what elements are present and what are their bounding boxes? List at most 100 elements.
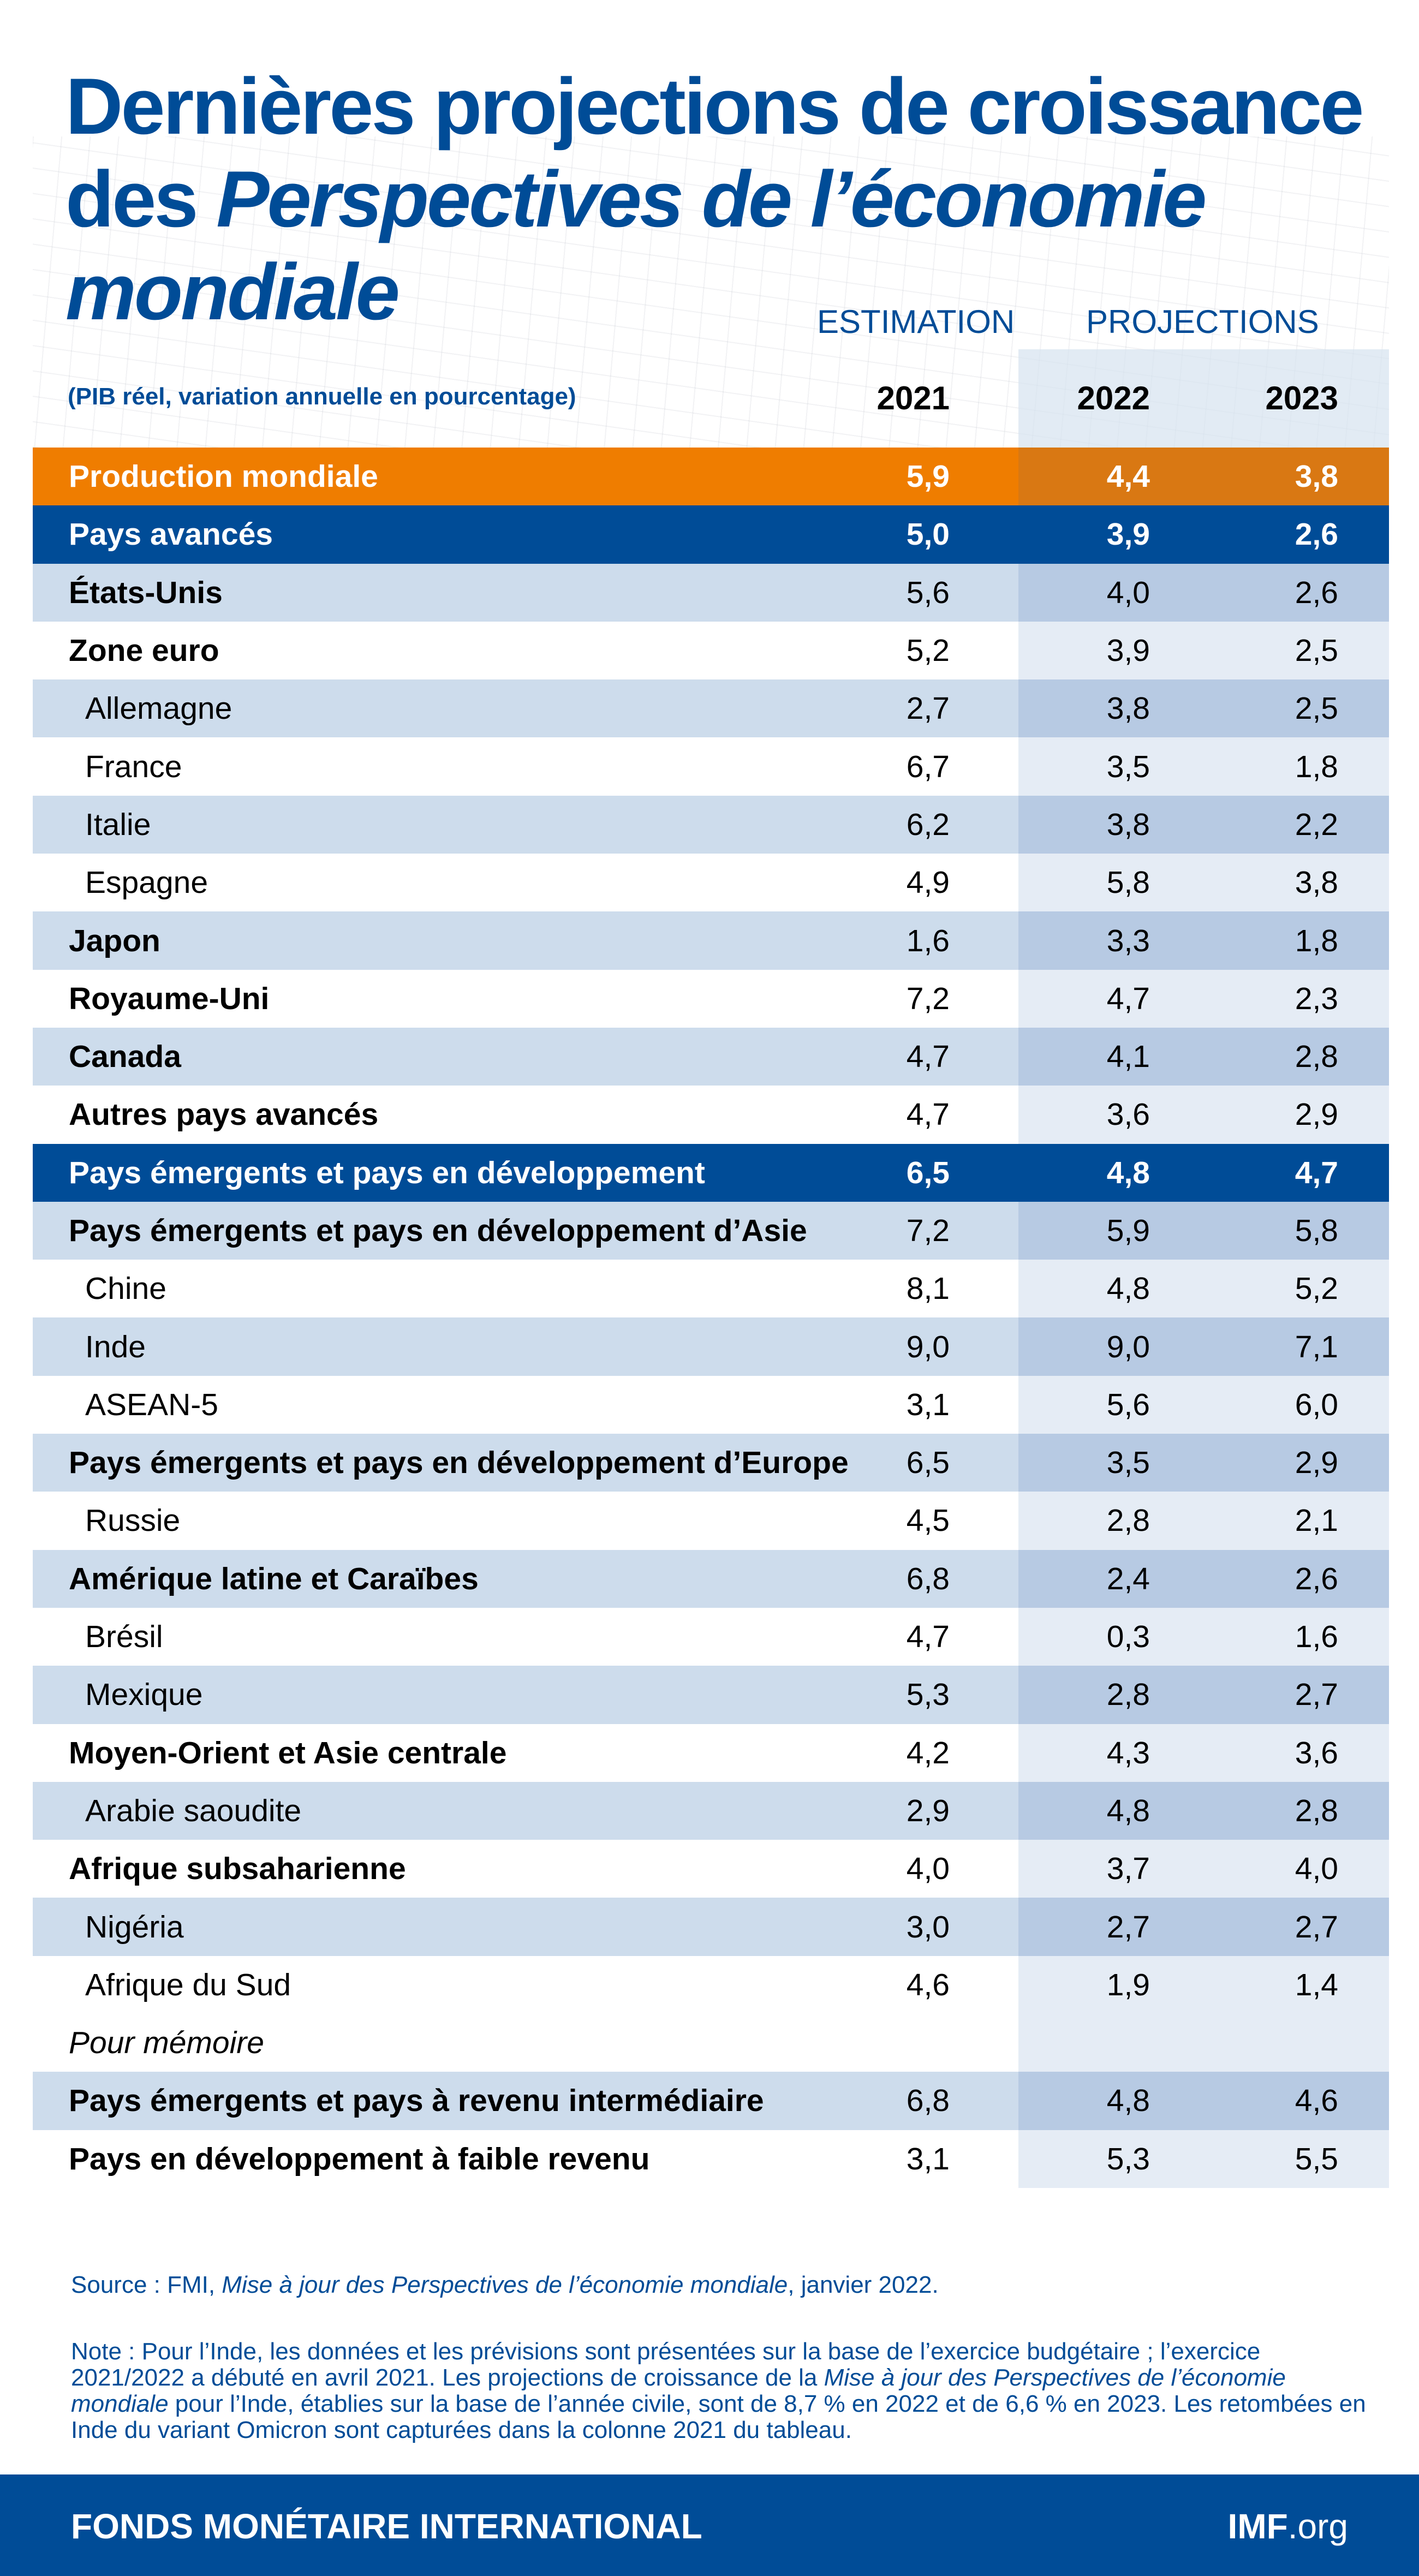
value-2023: 3,8 — [1295, 865, 1338, 901]
row-label: Russie — [85, 1503, 181, 1539]
table-row: Chine 8,1 4,8 5,2 — [33, 1260, 1389, 1318]
value-2021: 4,7 — [906, 1097, 950, 1132]
projection-cell-shade — [1018, 1607, 1389, 1666]
website-link[interactable]: IMF.org — [1228, 2506, 1348, 2547]
source-prefix: Source : FMI, — [71, 2271, 222, 2298]
growth-table: Production mondiale 5,9 4,4 3,8 Pays avancés… — [33, 448, 1389, 2188]
row-label: Pays en développement à faible revenu — [69, 2141, 650, 2177]
value-2022: 3,8 — [1106, 691, 1150, 726]
table-row: Amérique latine et Caraïbes 6,8 2,4 2,6 — [33, 1549, 1389, 1608]
table-row: Pays émergents et pays à revenu interméd… — [33, 2072, 1389, 2130]
row-label: Japon — [69, 923, 160, 958]
value-2022: 3,6 — [1106, 1097, 1150, 1132]
row-label: ASEAN-5 — [85, 1387, 218, 1422]
value-2023: 2,6 — [1295, 1561, 1338, 1596]
value-2021: 5,6 — [906, 575, 950, 610]
projection-cell-shade — [1018, 1143, 1389, 1202]
table-row: Royaume-Uni 7,2 4,7 2,3 — [33, 969, 1389, 1028]
value-2023: 1,8 — [1295, 923, 1338, 958]
table-row: Production mondiale 5,9 4,4 3,8 — [33, 448, 1389, 506]
table-row: Pays avancés 5,0 3,9 2,6 — [33, 505, 1389, 564]
value-2021: 8,1 — [906, 1271, 950, 1307]
value-2023: 2,9 — [1295, 1445, 1338, 1481]
projections-header: PROJECTIONS — [1086, 303, 1319, 340]
value-2022: 4,4 — [1106, 459, 1150, 494]
value-2022: 4,0 — [1106, 575, 1150, 610]
row-label: Allemagne — [85, 691, 232, 726]
footnote: Note : Pour l’Inde, les données et les p… — [71, 2339, 1370, 2443]
value-2022: 4,8 — [1106, 1793, 1150, 1828]
value-2023: 5,5 — [1295, 2141, 1338, 2177]
value-2023: 4,6 — [1295, 2083, 1338, 2119]
projection-cell-shade — [1018, 679, 1389, 738]
value-2022: 3,3 — [1106, 923, 1150, 958]
row-label: Pays émergents et pays en développement … — [69, 1445, 849, 1481]
projection-cell-shade — [1018, 1898, 1389, 1956]
table-row: Pays émergents et pays en développement 6… — [33, 1143, 1389, 1202]
row-label: Zone euro — [69, 633, 219, 669]
value-2021: 3,1 — [906, 2141, 950, 2177]
table-row: Brésil 4,7 0,3 1,6 — [33, 1607, 1389, 1666]
table-row: Japon 1,6 3,3 1,8 — [33, 911, 1389, 970]
organization-name: FONDS MONÉTAIRE INTERNATIONAL — [71, 2507, 702, 2546]
table-row: Canada 4,7 4,1 2,8 — [33, 1027, 1389, 1086]
value-2022: 3,8 — [1106, 807, 1150, 842]
value-2023: 2,8 — [1295, 1793, 1338, 1828]
value-2022: 2,4 — [1106, 1561, 1150, 1596]
note-part-1: Note : Pour l’Inde, les données et les p… — [71, 2338, 1261, 2391]
table-row: Arabie saoudite 2,9 4,8 2,8 — [33, 1781, 1389, 1840]
value-2023: 2,7 — [1295, 1909, 1338, 1945]
projection-cell-shade — [1018, 2014, 1389, 2072]
row-label: Arabie saoudite — [85, 1793, 302, 1828]
value-2023: 5,8 — [1295, 1213, 1338, 1248]
table-row: Pays en développement à faible revenu 3,1… — [33, 2130, 1389, 2188]
source-note: Source : FMI, Mise à jour des Perspectiv… — [71, 2271, 939, 2299]
projection-cell-shade — [1018, 448, 1389, 506]
table-row: Allemagne 2,7 3,8 2,5 — [33, 679, 1389, 738]
value-2021: 2,9 — [906, 1793, 950, 1828]
row-label: Pays émergents et pays à revenu interméd… — [69, 2083, 764, 2119]
table-row: Russie 4,5 2,8 2,1 — [33, 1492, 1389, 1550]
projection-cell-shade — [1018, 1434, 1389, 1492]
row-label: Nigéria — [85, 1909, 184, 1945]
value-2022: 4,3 — [1106, 1735, 1150, 1770]
table-row: Pays émergents et pays en développement … — [33, 1434, 1389, 1492]
value-2021: 7,2 — [906, 981, 950, 1016]
title-line-3-italic: mondiale — [65, 247, 400, 336]
value-2023: 7,1 — [1295, 1329, 1338, 1364]
value-2021: 4,5 — [906, 1503, 950, 1539]
value-2022: 4,7 — [1106, 981, 1150, 1016]
row-label: Production mondiale — [69, 459, 378, 494]
website-rest: .org — [1287, 2507, 1348, 2546]
value-2023: 2,5 — [1295, 633, 1338, 669]
projection-cell-shade — [1018, 1549, 1389, 1608]
source-suffix: , janvier 2022. — [788, 2271, 939, 2298]
table-row: Zone euro 5,2 3,9 2,5 — [33, 621, 1389, 680]
value-2023: 1,8 — [1295, 749, 1338, 784]
value-2022: 3,5 — [1106, 749, 1150, 784]
value-2022: 3,9 — [1106, 517, 1150, 552]
table-row: Afrique subsaharienne 4,0 3,7 4,0 — [33, 1840, 1389, 1898]
title-line-2-italic: Perspectives de l’économie — [216, 154, 1207, 243]
row-label: Autres pays avancés — [69, 1097, 379, 1132]
projection-cell-shade — [1018, 2072, 1389, 2130]
subtitle: (PIB réel, variation annuelle en pourcen… — [68, 383, 576, 410]
value-2021: 4,2 — [906, 1735, 950, 1770]
value-2021: 4,7 — [906, 1039, 950, 1075]
value-2022: 4,8 — [1106, 1155, 1150, 1190]
year-header-2021: 2021 — [877, 380, 950, 416]
projection-cell-shade — [1018, 737, 1389, 796]
row-label: Moyen-Orient et Asie centrale — [69, 1735, 507, 1770]
value-2021: 6,5 — [906, 1155, 950, 1190]
value-2022: 3,7 — [1106, 1851, 1150, 1887]
value-2023: 2,8 — [1295, 1039, 1338, 1075]
row-label: Pour mémoire — [69, 2025, 264, 2061]
value-2023: 2,5 — [1295, 691, 1338, 726]
table-row: Autres pays avancés 4,7 3,6 2,9 — [33, 1086, 1389, 1144]
table-row: France 6,7 3,5 1,8 — [33, 737, 1389, 796]
table-row: Pour mémoire — [33, 2014, 1389, 2072]
row-label: Italie — [85, 807, 151, 842]
website-bold: IMF — [1227, 2507, 1288, 2546]
year-header-2023: 2023 — [1265, 380, 1338, 416]
projection-cell-shade — [1018, 1027, 1389, 1086]
